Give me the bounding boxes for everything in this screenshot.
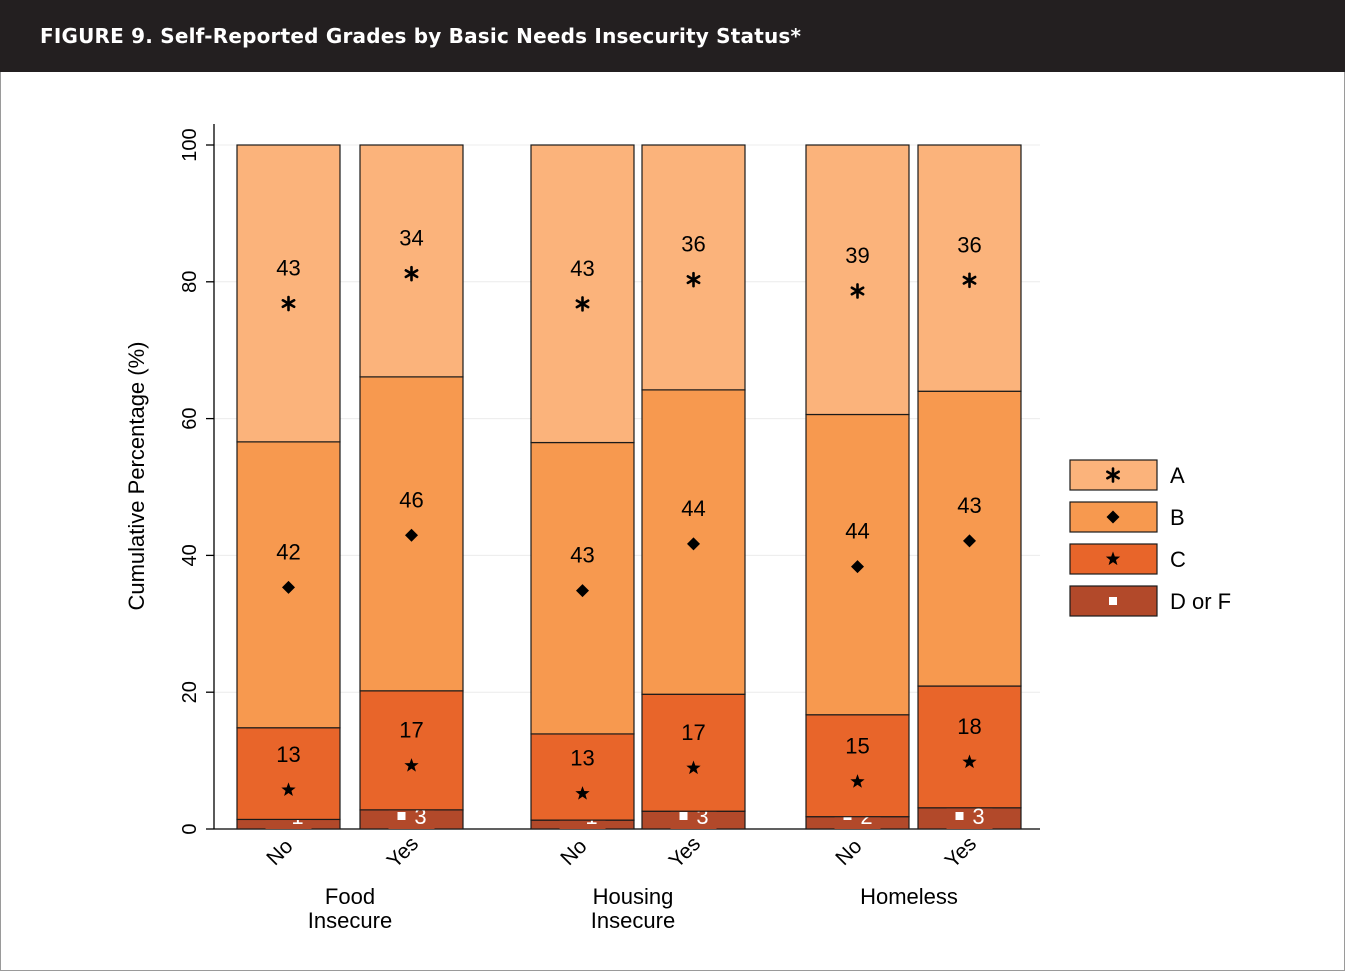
group-label: Food bbox=[325, 884, 375, 909]
bar-segment-a bbox=[359, 144, 464, 378]
legend-label: D or F bbox=[1170, 589, 1231, 614]
data-label: 43 bbox=[957, 493, 981, 518]
y-tick-label: 60 bbox=[179, 407, 201, 429]
x-tick-label: Yes bbox=[665, 832, 705, 872]
diamond-icon bbox=[576, 584, 589, 598]
y-tick-label: 20 bbox=[179, 681, 201, 703]
star-icon bbox=[850, 774, 865, 788]
bar-segment-c bbox=[917, 685, 1022, 809]
data-label: 3 bbox=[972, 804, 984, 829]
asterisk-icon bbox=[404, 265, 419, 282]
bar-segment-a bbox=[917, 144, 1022, 392]
bar-segment-a bbox=[236, 144, 341, 443]
group-label: Housing bbox=[593, 884, 674, 909]
asterisk-icon bbox=[686, 271, 701, 288]
asterisk-icon bbox=[281, 295, 296, 312]
x-tick-label: Yes bbox=[383, 832, 423, 872]
square-icon bbox=[1109, 597, 1117, 605]
data-label: 17 bbox=[681, 720, 705, 745]
diamond-icon bbox=[405, 528, 418, 542]
y-tick-label: 80 bbox=[179, 271, 201, 293]
bar-segment-a bbox=[641, 144, 746, 391]
data-label: 17 bbox=[399, 718, 423, 743]
legend-label: C bbox=[1170, 547, 1186, 572]
square-icon bbox=[397, 812, 406, 820]
data-label: 44 bbox=[681, 496, 705, 521]
diamond-icon bbox=[687, 537, 700, 551]
star-icon bbox=[962, 754, 977, 769]
group-label: Homeless bbox=[860, 884, 958, 909]
asterisk-icon bbox=[575, 296, 590, 312]
star-icon bbox=[575, 786, 590, 800]
bar-segment-c bbox=[530, 733, 635, 821]
asterisk-icon bbox=[1106, 467, 1120, 483]
square-icon bbox=[679, 812, 688, 820]
legend-label: A bbox=[1170, 463, 1185, 488]
y-tick-label: 40 bbox=[179, 544, 201, 566]
diamond-icon bbox=[282, 580, 295, 594]
bar-segment-c bbox=[805, 714, 910, 818]
data-label: 46 bbox=[399, 487, 423, 512]
y-tick-label: 100 bbox=[179, 128, 201, 161]
data-label: 36 bbox=[681, 232, 705, 257]
square-icon bbox=[955, 812, 964, 820]
x-tick-label: No bbox=[556, 835, 591, 870]
star-icon bbox=[1105, 551, 1121, 566]
data-label: 34 bbox=[399, 226, 423, 251]
star-icon bbox=[686, 760, 701, 775]
star-icon bbox=[404, 758, 419, 772]
data-label: 42 bbox=[276, 539, 300, 564]
group-label: Insecure bbox=[591, 908, 675, 933]
legend-label: B bbox=[1170, 505, 1185, 530]
bar-segment-a bbox=[805, 144, 910, 416]
asterisk-icon bbox=[962, 272, 977, 289]
y-tick-label: 0 bbox=[179, 823, 201, 834]
bar-segment-c bbox=[641, 693, 746, 812]
data-label: 18 bbox=[957, 714, 981, 739]
data-label: 43 bbox=[570, 543, 594, 568]
data-label: 13 bbox=[570, 746, 594, 771]
diamond-icon bbox=[1106, 510, 1120, 524]
group-label: Insecure bbox=[308, 908, 392, 933]
diamond-icon bbox=[963, 534, 976, 548]
bar-segment-c bbox=[236, 727, 341, 821]
data-label: 44 bbox=[845, 519, 869, 544]
y-axis-title: Cumulative Percentage (%) bbox=[124, 341, 149, 610]
star-icon bbox=[281, 782, 296, 796]
data-label: 15 bbox=[845, 734, 869, 759]
data-label: 43 bbox=[276, 256, 300, 281]
asterisk-icon bbox=[850, 283, 865, 299]
x-tick-label: Yes bbox=[941, 832, 981, 872]
x-tick-label: No bbox=[262, 835, 297, 870]
bar-segment-c bbox=[359, 690, 464, 811]
data-label: 39 bbox=[845, 243, 869, 268]
x-tick-label: No bbox=[831, 835, 866, 870]
bar-segment-a bbox=[530, 144, 635, 444]
diamond-icon bbox=[851, 560, 864, 574]
data-label: 13 bbox=[276, 742, 300, 767]
data-label: 36 bbox=[957, 232, 981, 257]
figure-title: FIGURE 9. Self-Reported Grades by Basic … bbox=[40, 24, 802, 48]
figure-header: FIGURE 9. Self-Reported Grades by Basic … bbox=[0, 0, 1345, 72]
data-label: 43 bbox=[570, 256, 594, 281]
